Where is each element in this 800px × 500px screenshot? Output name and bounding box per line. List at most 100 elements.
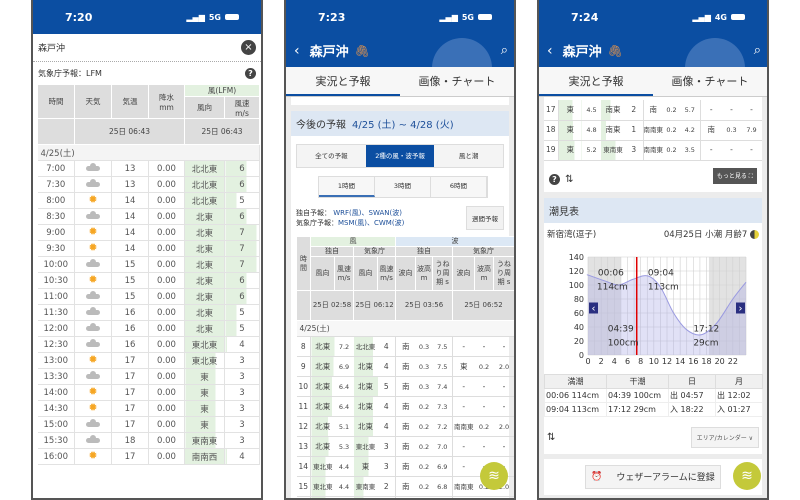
tab-images-charts[interactable]: 画像・チャート [671,75,749,88]
cell-dir: 北北東 [184,160,225,177]
cell-temp: 17 [111,352,149,369]
back-icon[interactable]: ‹ [547,42,553,59]
table-cell: 0.2 [474,356,494,377]
interval-3h[interactable]: 3時間 [375,177,431,197]
table-cell: 南 [643,100,663,121]
two-model-table: 17 東 4.5 南東 2 南 0.2 5.7- - -18 東 4.8 南東 1 南南東 0.2 4.2 南 0.… [544,100,762,161]
table-cell: 17 [544,100,559,121]
tide-card: 潮見表 新宿湾(逗子) 04月25日 小潮 月齢7 0 20 40 60 80 100 12… [544,197,763,454]
tide-annotation-time: 04:39 [608,324,634,334]
area-calendar-dropdown[interactable]: エリア/カレンダー ∨ [690,426,759,448]
paperclip-icon[interactable]: 🖇 [354,43,370,58]
cell-speed: 3 [224,416,261,433]
forecast-row: 13:00 ✹ 17 0.00 東北東 3 [37,352,261,369]
table-cell: 8 [296,336,311,357]
tab-observation-forecast[interactable]: 実況と予報 [539,67,653,96]
table-cell: 0.2 [415,416,433,437]
signal-indicator: ▂▄▆ 5G [439,13,492,22]
cell-temp: 13 [111,160,149,177]
signal-indicator: ▂▄▆ 5G [186,13,239,22]
table-cell: - [700,140,722,161]
table-cell: 7.3 [432,396,453,417]
help-icon[interactable]: ? [245,67,256,79]
th-high-tide: 満潮 [544,373,607,389]
wind-fab-icon[interactable]: ≋ [480,462,508,490]
forecast-row: 13:30 17 0.00 東 3 [37,368,261,385]
cell-weather: ✹ [74,352,112,369]
table-cell: 南南東 [643,120,663,141]
interval-1h[interactable]: 1時間 [319,177,375,197]
swap-icon[interactable]: ⇅ [547,431,556,443]
forecast-source: 気象庁予報：LFM ? [33,62,261,84]
table-cell: 4 [377,396,396,417]
search-icon[interactable]: ⌕ [753,43,761,58]
segment-wind-tide[interactable]: 風と潮 [434,145,504,167]
tide-tools: ⇅ エリア/カレンダー ∨ [544,417,762,454]
next-day-button [736,302,745,313]
table-cell: - [452,396,475,417]
back-icon[interactable]: ‹ [294,42,300,59]
cell-speed: 3 [224,352,261,369]
help-icon[interactable]: ? [549,173,560,185]
cell-precip: 0.00 [148,224,185,241]
issued-own-wave: 25日 03:56 [395,290,453,321]
col-wind: 風 [310,236,396,247]
forecast-type-segment: 全ての予報 2種の風・波予報 風と潮 [296,144,504,168]
search-icon[interactable]: ⌕ [500,43,508,58]
table-cell: - [452,496,475,498]
cell-temp: 17 [111,384,149,401]
tide-cell: 17:12 29cm [606,401,669,417]
cell-speed: 7 [224,240,261,257]
interval-6h[interactable]: 6時間 [431,177,487,197]
issued-blank [37,118,75,145]
tide-annotation-level: 113cm [648,282,679,292]
issued-jma-wind: 25日 06:12 [353,290,396,321]
table-cell: 12 [296,416,311,437]
chevron-right-icon: › [739,303,743,314]
paperclip-icon[interactable]: 🖇 [607,43,623,58]
wind-fab-icon[interactable]: ≋ [733,462,761,490]
table-cell: 東北東 [310,476,335,497]
weather-alarm-button[interactable]: ⏰ ウェザーアラームに登録 [585,464,721,489]
tab-images-charts[interactable]: 画像・チャート [418,75,496,88]
segment-all[interactable]: 全ての予報 [297,145,366,167]
table-cell: - [493,436,514,457]
close-icon[interactable]: × [241,40,256,55]
table-cell: 0.2 [663,100,680,121]
x-tick-label: 4 [612,357,617,366]
table-cell: 6.6 [432,496,453,498]
x-tick-label: 10 [649,357,659,366]
cell-dir: 北東 [184,256,225,273]
y-tick-label: 60 [574,309,584,318]
forecast-row: 18 東 4.8 南東 1 南南東 0.2 4.2 南 0.3 7.9 [544,120,762,141]
segment-two-models[interactable]: 2種の風・波予報 [365,145,435,167]
signal-indicator: ▂▄▆ 4G [692,13,745,22]
forecast-card: 今後の予報 4/25 (土) ~ 4/28 (火) 全ての予報 2種の風・波予報 … [291,111,514,498]
alarm-card: ⏰ ウェザーアラームに登録 [544,458,762,495]
own-models: WRF(風)、SWAN(波) [333,209,402,217]
table-cell: 北東 [310,356,335,377]
cell-temp: 17 [111,448,149,465]
table-cell: 4 [377,416,396,437]
y-tick-label: 120 [569,267,584,276]
cell-precip: 0.00 [148,240,185,257]
th-moon: 月 [715,373,763,389]
forecast-row: 12:00 16 0.00 北東 5 [37,320,261,337]
table-cell: 南南東 [452,476,475,497]
table-cell: 南東 [601,120,625,141]
moon-age: 月齢7 [724,229,748,240]
cell-temp: 16 [111,320,149,337]
forecast-table-continued: 17 東 4.5 南東 2 南 0.2 5.7- - -18 東 4.8 南東 1 南南東 0.2 4.2 南 0.… [544,97,762,161]
nav-bar: ‹ 森戸沖 🖇 ⌕ [286,34,514,67]
cell-dir: 北東 [184,272,225,289]
see-more-button[interactable]: もっと見る ⛶ [712,168,757,184]
tide-annotation-level: 114cm [597,282,628,292]
swap-icon[interactable]: ⇅ [565,173,574,185]
table-cell: 南 [395,396,416,417]
weekly-forecast-button[interactable]: 週間予報 [466,206,504,230]
tide-date: 04月25日 [663,229,703,240]
network-type: 4G [714,12,727,22]
cell-precip: 0.00 [148,448,185,465]
tide-annotation-time: 09:04 [648,268,674,278]
tab-observation-forecast[interactable]: 実況と予報 [286,67,400,96]
